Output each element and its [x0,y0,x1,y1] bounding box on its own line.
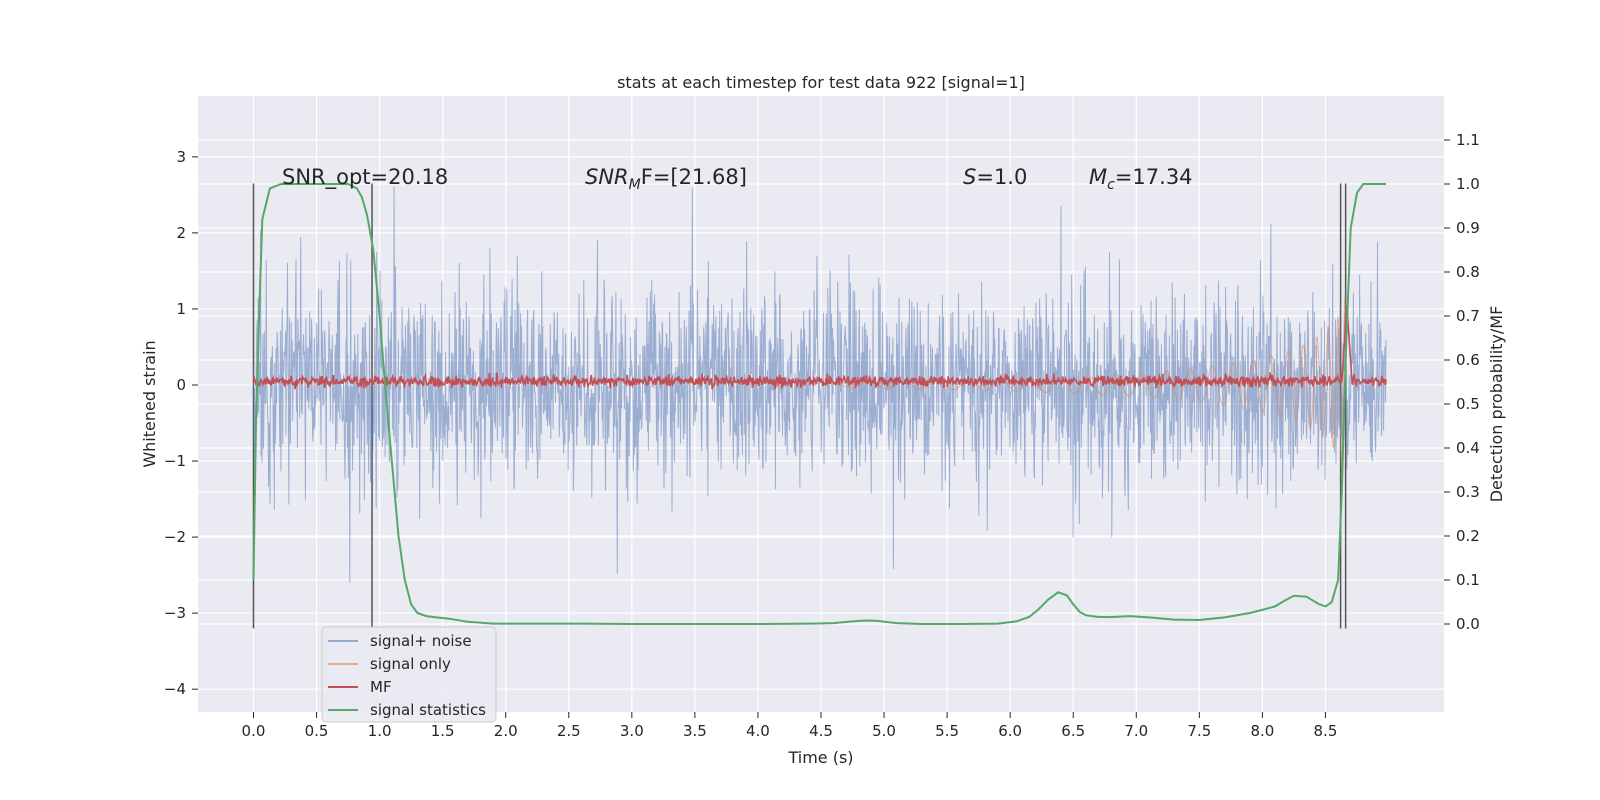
y-tick-label: −1 [164,452,186,470]
x-axis-label: Time (s) [787,748,853,767]
x-tick-label: 4.0 [746,722,770,740]
y2-tick-label: 0.5 [1456,395,1480,413]
x-tick-label: 5.0 [872,722,896,740]
y2-tick-label: 0.3 [1456,483,1480,501]
x-tick-label: 8.0 [1250,722,1274,740]
series-layer [252,183,1387,625]
y2-tick-label: 1.1 [1456,131,1480,149]
x-tick-label: 0.0 [242,722,266,740]
x-tick-label: 2.0 [494,722,518,740]
s-value: =1.0 [976,165,1027,189]
series-mf [252,306,1387,390]
y-tick-label: −4 [164,680,186,698]
x-tick-label: 2.5 [557,722,581,740]
series-signal-noise [253,186,1387,583]
legend-label-signal-noise: signal+ noise [370,632,472,650]
snr-mf-value: F=[21.68] [641,165,747,189]
y2-tick-label: 0.4 [1456,439,1480,457]
x-tick-label: 8.5 [1314,722,1338,740]
y2-tick-label: 0.8 [1456,263,1480,281]
mc-annotation: Mc=17.34 [1089,165,1193,193]
y2-tick-label: 0.9 [1456,219,1480,237]
legend-box [321,626,497,723]
snr-opt-annotation: SNR_opt=20.18 [282,165,448,190]
x-tick-label: 4.5 [809,722,833,740]
ticks: 0.0 0.5 1.0 1.5 2.0 2.5 3.0 3.5 4.0 4.5 5.0 5.5 6.0 6… [164,131,1480,740]
y2-tick-label: 0.0 [1456,615,1480,633]
y-tick-label: 2 [176,224,186,242]
x-tick-label: 0.5 [305,722,329,740]
s-var: S [963,165,976,189]
s-annotation: S=1.0 [963,165,1027,189]
y2-axis-label: Detection probability/MF [1487,306,1506,503]
x-tick-label: 6.5 [1061,722,1085,740]
y2-tick-label: 0.6 [1456,351,1480,369]
series-signal-statistics [252,183,1386,625]
y2-tick-label: 0.7 [1456,307,1480,325]
x-tick-label: 5.5 [935,722,959,740]
mc-var: M [1089,165,1107,189]
x-tick-label: 3.0 [620,722,644,740]
y-axis-label: Whitened strain [140,340,159,467]
y2-tick-label: 0.1 [1456,571,1480,589]
y-tick-label: −3 [164,604,186,622]
mc-value: =17.34 [1115,165,1193,189]
x-tick-label: 1.0 [368,722,392,740]
chart-title: stats at each timestep for test data 922… [617,73,1025,92]
y-tick-label: 3 [176,148,186,166]
y2-tick-label: 1.0 [1456,175,1480,193]
legend: signal+ noise signal only MF signal stat… [321,626,497,723]
snr-mf-var: SNR [585,165,629,189]
x-tick-label: 7.5 [1187,722,1211,740]
mc-sub: c [1107,177,1115,193]
legend-label-mf: MF [370,678,392,696]
y-tick-label: 0 [176,376,186,394]
y-tick-label: 1 [176,300,186,318]
legend-label-signal-only: signal only [370,655,451,673]
x-tick-label: 7.0 [1124,722,1148,740]
y2-tick-label: 0.2 [1456,527,1480,545]
legend-label-signal-statistics: signal statistics [370,701,486,719]
y-tick-label: −2 [164,528,186,546]
x-tick-label: 3.5 [683,722,707,740]
snr-mf-annotation: SNRMF=[21.68] [585,165,747,193]
x-tick-label: 6.0 [998,722,1022,740]
x-tick-label: 1.5 [431,722,455,740]
snr-mf-sub: M [629,177,641,193]
